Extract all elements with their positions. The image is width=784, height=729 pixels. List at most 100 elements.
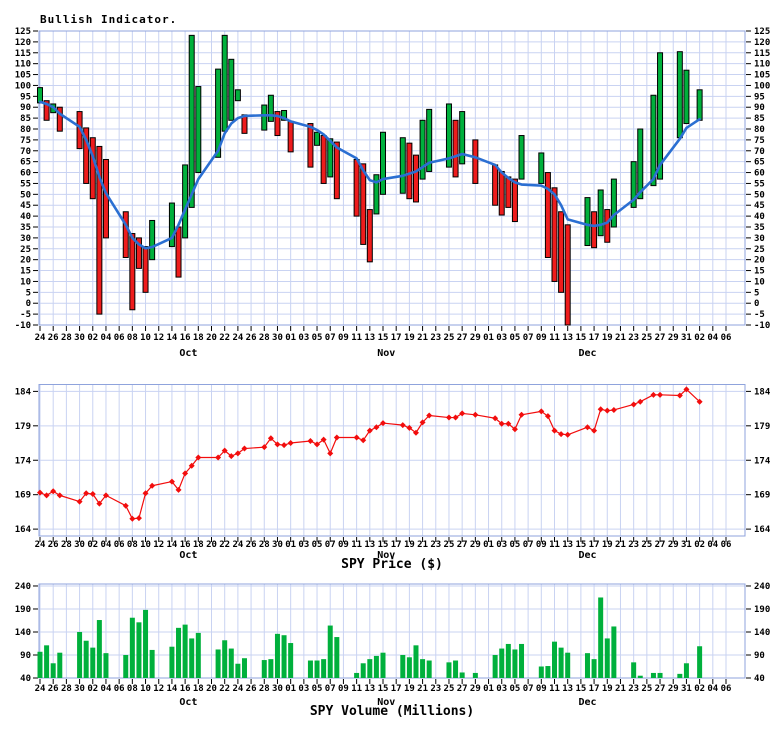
x-tick-label: 26 bbox=[48, 540, 59, 550]
price-point-Nov 11 bbox=[353, 434, 360, 441]
x-tick-label: 24 bbox=[232, 333, 243, 343]
indicator-bar-Dec 16 bbox=[584, 197, 591, 247]
x-tick-label: 01 bbox=[285, 684, 296, 694]
x-tick-label: 27 bbox=[655, 540, 666, 550]
indicator-bar-Nov 14 bbox=[373, 174, 380, 215]
month-label: Nov bbox=[377, 348, 395, 359]
month-label: Dec bbox=[578, 348, 596, 359]
x-tick-label: 18 bbox=[193, 684, 204, 694]
indicator-bar-Nov 29 bbox=[472, 139, 479, 184]
x-tick-label: 09 bbox=[536, 684, 547, 694]
y-tick-label-right: 10 bbox=[754, 277, 765, 287]
volume-bar-Nov 14 bbox=[373, 655, 379, 678]
x-tick-label: 27 bbox=[457, 333, 468, 343]
volume-bar-Oct 28 bbox=[261, 660, 267, 678]
x-tick-label: 23 bbox=[628, 540, 639, 550]
indicator-bar-Oct 28 bbox=[261, 104, 268, 131]
volume-bar-Oct 02 bbox=[90, 647, 96, 678]
y-tick-label-right: 115 bbox=[754, 49, 770, 59]
y-tick-label-right: 120 bbox=[754, 38, 770, 48]
x-tick-label: 13 bbox=[364, 540, 375, 550]
indicator-bar-Dec 06 bbox=[518, 135, 525, 180]
price-point-Nov 27 bbox=[459, 410, 466, 417]
volume-bar-Nov 05 bbox=[314, 660, 320, 678]
x-tick-label: 10 bbox=[140, 540, 151, 550]
x-tick-label: 10 bbox=[140, 333, 151, 343]
volume-bar-Oct 30 bbox=[274, 633, 280, 678]
x-tick-label: 21 bbox=[417, 684, 428, 694]
price-point-Nov 13 bbox=[366, 427, 373, 434]
x-tick-label: 18 bbox=[193, 333, 204, 343]
x-tick-label: 28 bbox=[61, 333, 72, 343]
x-tick-label: 19 bbox=[602, 684, 613, 694]
price-point-Nov 15 bbox=[380, 420, 387, 427]
y-tick-label-left: 25 bbox=[20, 245, 31, 255]
x-tick-label: 25 bbox=[641, 540, 652, 550]
indicator-bar-Dec 18 bbox=[597, 189, 604, 237]
x-tick-label: 07 bbox=[325, 540, 336, 550]
price-point-Nov 25 bbox=[445, 414, 452, 421]
indicator-bar-Dec 05 bbox=[511, 178, 518, 223]
x-tick-label: 05 bbox=[312, 684, 323, 694]
indicator-bar-Oct 17 bbox=[188, 34, 195, 208]
y-tick-label-right: -10 bbox=[754, 321, 770, 331]
volume-bar-Nov 25 bbox=[446, 662, 452, 678]
indicator-bar-Oct 23 bbox=[228, 58, 235, 121]
x-tick-label: 01 bbox=[483, 684, 494, 694]
y-tick-label-left: 35 bbox=[20, 223, 31, 233]
x-tick-label: 09 bbox=[338, 333, 349, 343]
x-tick-label: 31 bbox=[681, 540, 692, 550]
x-tick-label: 19 bbox=[602, 333, 613, 343]
y-tick-label-right: 0 bbox=[754, 299, 759, 309]
indicator-bar-Dec 26 bbox=[650, 94, 657, 187]
price-point-Oct 08 bbox=[129, 515, 136, 522]
x-tick-label: 17 bbox=[391, 540, 402, 550]
x-tick-label: 11 bbox=[549, 540, 560, 550]
volume-bar-Nov 29 bbox=[472, 672, 478, 678]
x-tick-label: 06 bbox=[114, 540, 125, 550]
indicator-bar-Oct 18 bbox=[195, 86, 202, 174]
x-tick-label: 02 bbox=[694, 684, 705, 694]
y-tick-label-right: 65 bbox=[754, 158, 765, 168]
x-tick-label: 23 bbox=[628, 684, 639, 694]
price-point-Oct 18 bbox=[195, 454, 202, 461]
x-tick-label: 19 bbox=[404, 684, 415, 694]
y-tick-label-right: 30 bbox=[754, 234, 765, 244]
volume-bar-Nov 01 bbox=[288, 643, 294, 678]
volume-bar-Oct 14 bbox=[169, 646, 175, 678]
y-tick-label-right: 240 bbox=[754, 582, 770, 592]
x-tick-label: 01 bbox=[483, 333, 494, 343]
indicator-bar-Dec 02 bbox=[492, 164, 499, 206]
month-label: Oct bbox=[179, 550, 197, 561]
price-point-Nov 12 bbox=[360, 437, 367, 444]
price-point-Dec 23 bbox=[630, 401, 637, 408]
price-point-Oct 16 bbox=[182, 470, 189, 477]
volume-bar-Dec 30 bbox=[677, 673, 683, 678]
x-tick-label: 18 bbox=[193, 540, 204, 550]
x-tick-label: 17 bbox=[589, 333, 600, 343]
price-point-Dec 12 bbox=[558, 431, 565, 438]
x-tick-label: 28 bbox=[61, 540, 72, 550]
price-point-Dec 20 bbox=[610, 406, 617, 413]
y-tick-label-left: 100 bbox=[15, 81, 31, 91]
x-tick-label: 03 bbox=[298, 540, 309, 550]
indicator-bar-Nov 05 bbox=[314, 131, 321, 146]
x-tick-label: 03 bbox=[496, 333, 507, 343]
price-point-Oct 09 bbox=[135, 515, 142, 522]
x-tick-label: 27 bbox=[655, 333, 666, 343]
indicator-bar-Nov 25 bbox=[445, 103, 452, 168]
x-tick-label: 25 bbox=[641, 333, 652, 343]
volume-bar-Oct 07 bbox=[123, 654, 129, 678]
y-tick-label-left: 115 bbox=[15, 49, 31, 59]
volume-bar-Nov 22 bbox=[426, 660, 432, 678]
price-point-Oct 25 bbox=[241, 445, 248, 452]
volume-bar-Oct 22 bbox=[222, 640, 228, 678]
y-tick-label-right: 169 bbox=[754, 491, 770, 501]
price-point-Dec 26 bbox=[650, 391, 657, 398]
y-tick-label-right: 174 bbox=[754, 456, 771, 466]
y-tick-label-left: 30 bbox=[20, 234, 31, 244]
volume-bar-Dec 27 bbox=[657, 672, 663, 678]
x-tick-label: 13 bbox=[562, 540, 573, 550]
indicator-bar-Jan 02 bbox=[696, 89, 703, 121]
